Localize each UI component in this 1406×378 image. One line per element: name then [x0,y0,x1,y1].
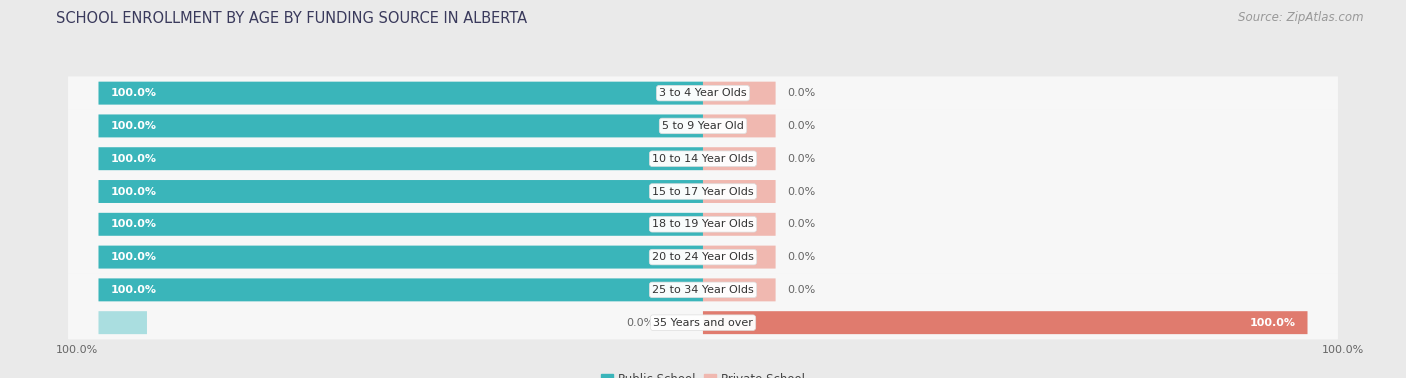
FancyBboxPatch shape [98,147,703,170]
FancyBboxPatch shape [703,279,776,301]
FancyBboxPatch shape [703,82,776,105]
FancyBboxPatch shape [98,180,703,203]
Text: 20 to 24 Year Olds: 20 to 24 Year Olds [652,252,754,262]
FancyBboxPatch shape [67,142,1339,175]
Text: Source: ZipAtlas.com: Source: ZipAtlas.com [1239,11,1364,24]
FancyBboxPatch shape [98,246,703,268]
FancyBboxPatch shape [98,115,703,137]
FancyBboxPatch shape [98,279,703,301]
Text: 0.0%: 0.0% [627,318,655,328]
Text: 15 to 17 Year Olds: 15 to 17 Year Olds [652,186,754,197]
Text: 100.0%: 100.0% [56,345,98,355]
Legend: Public School, Private School: Public School, Private School [598,370,808,378]
Text: 100.0%: 100.0% [1322,345,1364,355]
FancyBboxPatch shape [703,311,1308,334]
FancyBboxPatch shape [98,213,703,236]
Text: 0.0%: 0.0% [787,285,815,295]
FancyBboxPatch shape [67,109,1339,143]
Text: 100.0%: 100.0% [111,219,156,229]
Text: 3 to 4 Year Olds: 3 to 4 Year Olds [659,88,747,98]
Text: 18 to 19 Year Olds: 18 to 19 Year Olds [652,219,754,229]
Text: 100.0%: 100.0% [111,154,156,164]
FancyBboxPatch shape [703,180,776,203]
Text: 100.0%: 100.0% [111,88,156,98]
FancyBboxPatch shape [67,273,1339,307]
Text: 0.0%: 0.0% [787,219,815,229]
FancyBboxPatch shape [703,115,776,137]
Text: 0.0%: 0.0% [787,186,815,197]
FancyBboxPatch shape [703,147,776,170]
Text: 100.0%: 100.0% [111,252,156,262]
Text: 0.0%: 0.0% [787,121,815,131]
Text: 5 to 9 Year Old: 5 to 9 Year Old [662,121,744,131]
Text: 100.0%: 100.0% [111,121,156,131]
Text: 10 to 14 Year Olds: 10 to 14 Year Olds [652,154,754,164]
FancyBboxPatch shape [98,311,148,334]
FancyBboxPatch shape [703,213,776,236]
FancyBboxPatch shape [67,240,1339,274]
Text: 35 Years and over: 35 Years and over [652,318,754,328]
Text: SCHOOL ENROLLMENT BY AGE BY FUNDING SOURCE IN ALBERTA: SCHOOL ENROLLMENT BY AGE BY FUNDING SOUR… [56,11,527,26]
FancyBboxPatch shape [98,82,703,105]
Text: 100.0%: 100.0% [1250,318,1295,328]
Text: 0.0%: 0.0% [787,252,815,262]
Text: 100.0%: 100.0% [111,285,156,295]
Text: 0.0%: 0.0% [787,154,815,164]
FancyBboxPatch shape [67,208,1339,241]
Text: 0.0%: 0.0% [787,88,815,98]
FancyBboxPatch shape [703,246,776,268]
Text: 25 to 34 Year Olds: 25 to 34 Year Olds [652,285,754,295]
FancyBboxPatch shape [67,306,1339,339]
FancyBboxPatch shape [67,76,1339,110]
Text: 100.0%: 100.0% [111,186,156,197]
FancyBboxPatch shape [67,175,1339,208]
